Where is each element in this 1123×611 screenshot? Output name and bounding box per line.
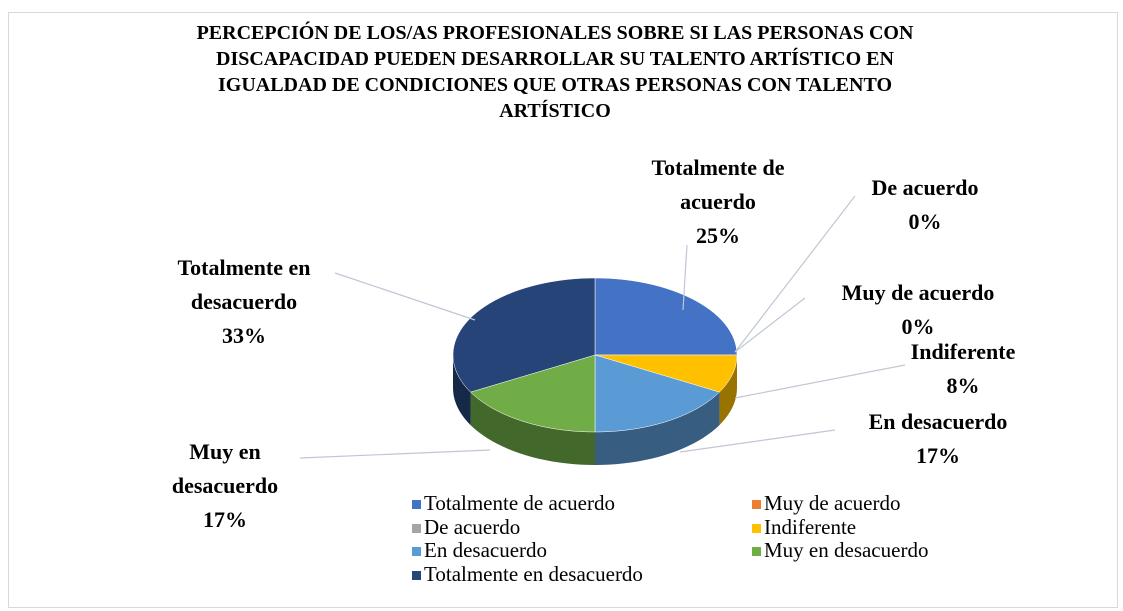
leader-line — [334, 272, 476, 321]
data-label-name: De acuerdo — [871, 175, 979, 200]
legend-swatch — [752, 500, 761, 509]
data-label-value: 17% — [916, 443, 960, 468]
data-label-value: 33% — [222, 323, 266, 348]
data-label-name: Totalmente de acuerdo — [651, 155, 785, 214]
legend-label: De acuerdo — [424, 514, 521, 539]
leader-line — [682, 244, 688, 311]
pie-slice — [470, 354, 596, 433]
legend-swatch — [752, 523, 761, 533]
legend-label: Muy de acuerdo — [764, 491, 901, 515]
leader-line — [734, 297, 806, 353]
leader-line — [679, 429, 836, 453]
pie-slice — [594, 277, 738, 356]
legend-swatch — [412, 570, 421, 580]
data-label-name: Indiferente — [910, 339, 1016, 364]
pie-slice — [452, 277, 596, 393]
data-label-name: En desacuerdo — [868, 409, 1008, 434]
leader-line — [734, 364, 906, 399]
data-label-value: 0% — [908, 209, 942, 234]
pie-slice-side — [453, 355, 471, 426]
data-label-name: Muy de acuerdo — [841, 280, 995, 305]
data-label-name: Muy en desacuerdo — [171, 439, 279, 498]
legend-swatch — [412, 500, 421, 509]
legend-swatch — [752, 547, 761, 556]
legend-label: Indiferente — [764, 514, 857, 539]
data-label-value: 0% — [901, 314, 935, 339]
leader-line — [734, 195, 856, 353]
legend-label: En desacuerdo — [424, 538, 548, 562]
data-label-name: Totalmente en desacuerdo — [177, 255, 311, 314]
leader-line — [299, 449, 491, 459]
data-label-value: 25% — [696, 223, 740, 248]
chart-title: PERCEPCIÓN DE LOS/AS PROFESIONALES SOBRE… — [196, 22, 914, 122]
legend-label: Totalmente en desacuerdo — [424, 561, 643, 586]
pie-slice — [594, 354, 720, 433]
pie-slice-side — [595, 392, 720, 465]
data-label-value: 8% — [946, 373, 980, 398]
data-label-value: 17% — [203, 507, 247, 532]
legend-label: Muy en desacuerdo — [764, 538, 929, 562]
pie-slice-side — [470, 392, 595, 465]
chart-frame — [8, 12, 1118, 608]
legend-label: Totalmente de acuerdo — [424, 491, 615, 515]
legend-swatch — [412, 523, 421, 533]
pie-slice-side — [719, 355, 737, 426]
legend-swatch — [412, 547, 421, 556]
pie-slice — [594, 354, 738, 393]
